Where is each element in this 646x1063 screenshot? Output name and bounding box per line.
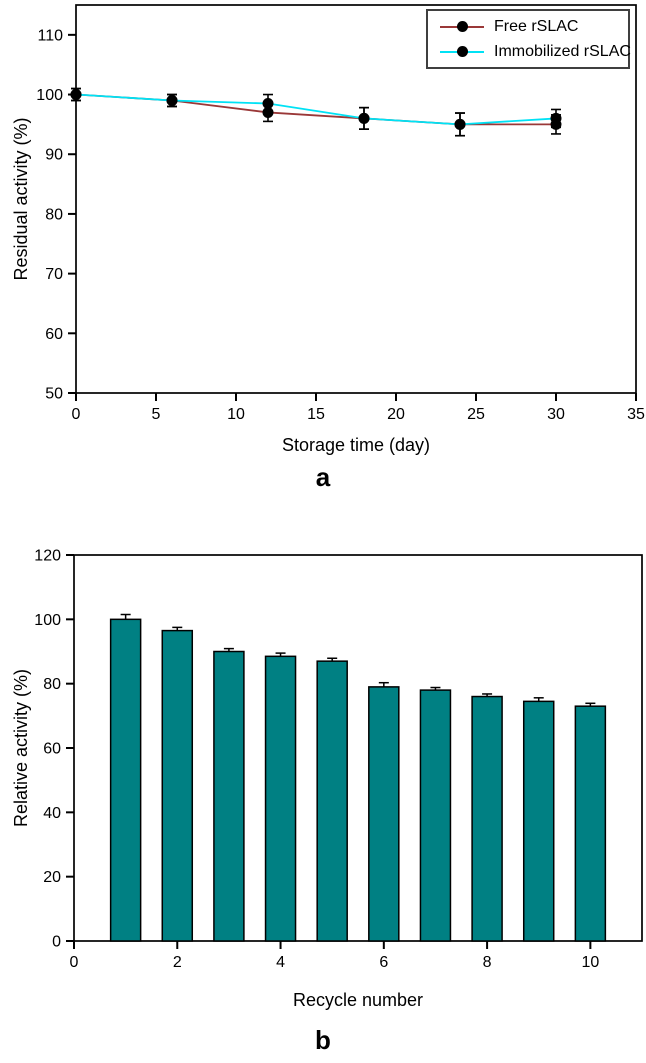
panel-b: 0 2 4 6 8 10 0 20 40 60 80 100 120 Relative activity… (0, 500, 646, 1063)
bar (574, 705, 607, 942)
x-tick-label: 5 (152, 406, 161, 423)
y-tick-label: 50 (45, 386, 63, 403)
x-tick-label: 0 (70, 954, 79, 971)
panel-a: 0 5 10 15 20 25 30 35 50 60 70 80 90 100 110 Free rSLA… (0, 0, 646, 500)
storage-stability-line-chart: 0 5 10 15 20 25 30 35 50 60 70 80 90 100 110 (36, 4, 645, 423)
bar (368, 686, 400, 942)
legend-label: Immobilized rSLAC (494, 42, 631, 60)
bar (419, 689, 452, 942)
circle-marker-icon (456, 46, 468, 57)
bar (161, 629, 194, 942)
x-tick-label: 30 (547, 406, 565, 423)
bar (109, 618, 142, 942)
circle-marker-icon (456, 21, 468, 32)
x-axis-label: Recycle number (292, 990, 424, 1010)
plot-frame (73, 554, 643, 942)
data-point-1 (454, 118, 466, 130)
x-tick-label: 8 (483, 954, 492, 971)
panel-b-letter: b (315, 1025, 331, 1055)
y-tick-label: 60 (45, 326, 63, 343)
bar (213, 650, 245, 942)
data-point-1 (358, 112, 370, 124)
x-tick-label: 10 (227, 406, 245, 423)
y-tick-label: 0 (52, 934, 61, 951)
x-tick-label: 10 (581, 954, 599, 971)
data-point-1 (550, 112, 562, 124)
x-tick-label: 0 (72, 406, 81, 423)
x-tick-label: 35 (627, 406, 645, 423)
x-tick-label: 25 (467, 406, 485, 423)
bar (522, 700, 555, 942)
bar (471, 695, 503, 942)
y-tick-label: 20 (43, 869, 61, 886)
x-tick-label: 6 (379, 954, 388, 971)
y-tick-label: 80 (45, 206, 63, 223)
y-tick-label: 100 (34, 612, 61, 629)
series-line-1 (75, 93, 557, 126)
data-point-0 (262, 106, 274, 118)
data-point-1 (166, 95, 178, 107)
y-axis-label: Residual activity (%) (11, 117, 31, 281)
y-tick-label: 120 (34, 548, 61, 565)
y-tick-label: 100 (36, 87, 63, 104)
y-tick-label: 40 (43, 805, 61, 822)
y-axis-label: Relative activity (%) (11, 668, 31, 828)
x-tick-label: 20 (387, 406, 405, 423)
y-tick-label: 80 (43, 676, 61, 693)
legend-label: Free rSLAC (494, 17, 579, 35)
bar (264, 655, 297, 942)
legend-item-immobilized-rslac: Immobilized rSLAC (440, 41, 631, 63)
panel-a-letter: a (315, 462, 331, 492)
plot-frame (75, 4, 637, 394)
y-tick-label: 90 (45, 147, 63, 164)
x-tick-label: 4 (276, 954, 285, 971)
immobilized-rslac-line-marker-swatch (440, 45, 484, 59)
bar (316, 660, 348, 942)
data-point-1 (262, 97, 274, 109)
y-tick-label: 110 (37, 27, 63, 44)
legend-item-free-rslac: Free rSLAC (440, 16, 628, 38)
x-tick-label: 15 (307, 406, 325, 423)
y-tick-label: 70 (45, 266, 63, 283)
data-point-1 (70, 89, 82, 101)
legend: Free rSLAC Immobilized rSLAC (426, 9, 631, 69)
y-tick-label: 60 (43, 741, 61, 758)
free-rslac-line-marker-swatch (440, 20, 484, 34)
x-axis-label: Storage time (day) (281, 435, 431, 455)
x-tick-label: 2 (173, 954, 182, 971)
